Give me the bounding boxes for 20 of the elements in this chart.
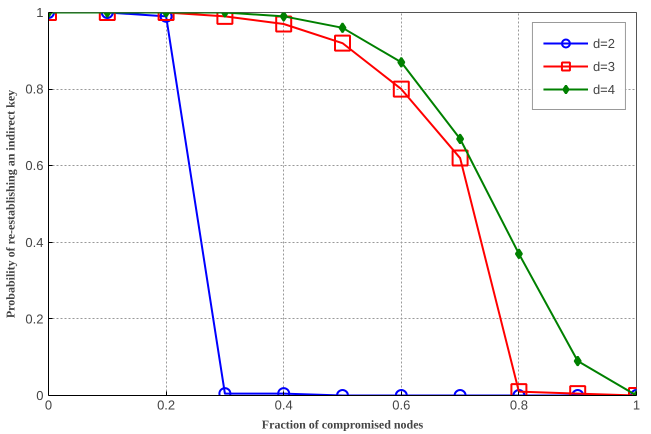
y-tick-label: 0.4 <box>25 234 44 250</box>
legend-label: d=3 <box>592 58 615 74</box>
x-tick-label: 0.6 <box>392 398 410 412</box>
point <box>456 133 464 144</box>
y-tick-label: 0.2 <box>25 311 44 326</box>
x-axis-title: Fraction of compromised nodes <box>262 418 424 432</box>
x-tick-label: 1 <box>632 398 640 412</box>
x-tick-label: 0.4 <box>274 398 293 412</box>
x-tick-label: 0.2 <box>157 398 176 412</box>
y-tick-label: 1 <box>36 5 44 20</box>
y-tick-label: 0.6 <box>25 158 44 174</box>
y-axis-title: Probability of re-establishing an indirect key <box>3 90 18 318</box>
point <box>514 248 523 260</box>
point <box>452 150 469 167</box>
y-tick-label: 0.8 <box>25 82 44 97</box>
legend-label: d=4 <box>592 82 615 96</box>
legend-label: d=2 <box>592 36 615 50</box>
point <box>392 80 410 98</box>
x-tick-label: 0.8 <box>510 398 528 412</box>
y-tick-label: 0 <box>36 388 44 403</box>
